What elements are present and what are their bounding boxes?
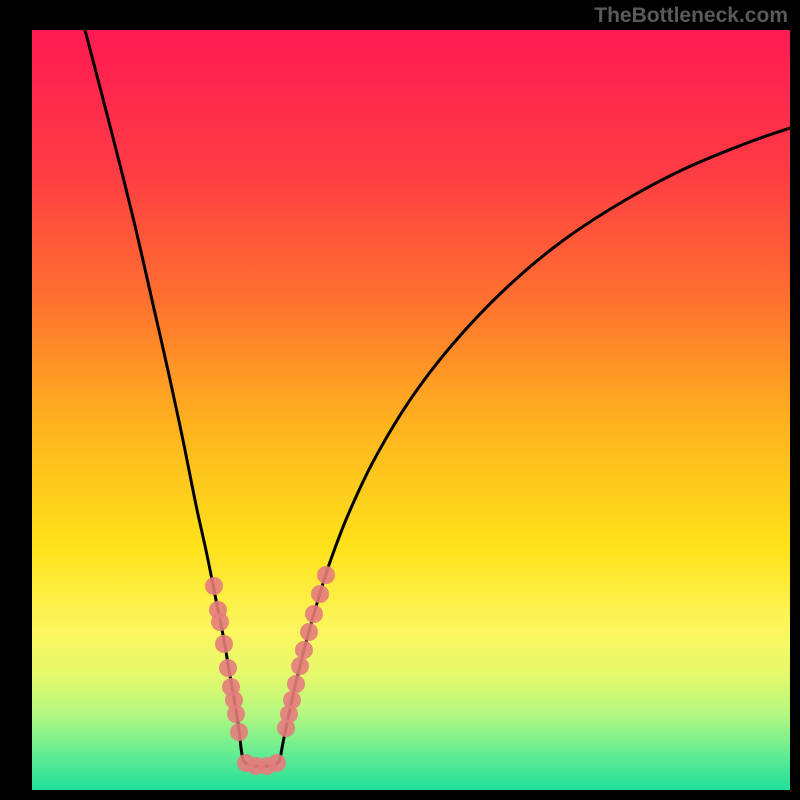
data-marker	[283, 691, 301, 709]
chart-frame: TheBottleneck.com	[0, 0, 800, 800]
data-marker	[211, 613, 229, 631]
data-marker	[230, 723, 248, 741]
data-marker	[295, 641, 313, 659]
data-marker	[317, 566, 335, 584]
data-marker	[300, 623, 318, 641]
curve-svg	[32, 30, 790, 790]
data-marker	[215, 635, 233, 653]
data-marker	[205, 577, 223, 595]
curve-right-branch	[280, 128, 790, 760]
data-marker	[268, 754, 286, 772]
data-marker	[227, 705, 245, 723]
watermark-text: TheBottleneck.com	[594, 4, 788, 28]
data-marker	[305, 605, 323, 623]
plot-area	[32, 30, 790, 790]
data-marker	[219, 659, 237, 677]
data-marker	[291, 657, 309, 675]
data-marker	[287, 675, 305, 693]
data-marker	[311, 585, 329, 603]
